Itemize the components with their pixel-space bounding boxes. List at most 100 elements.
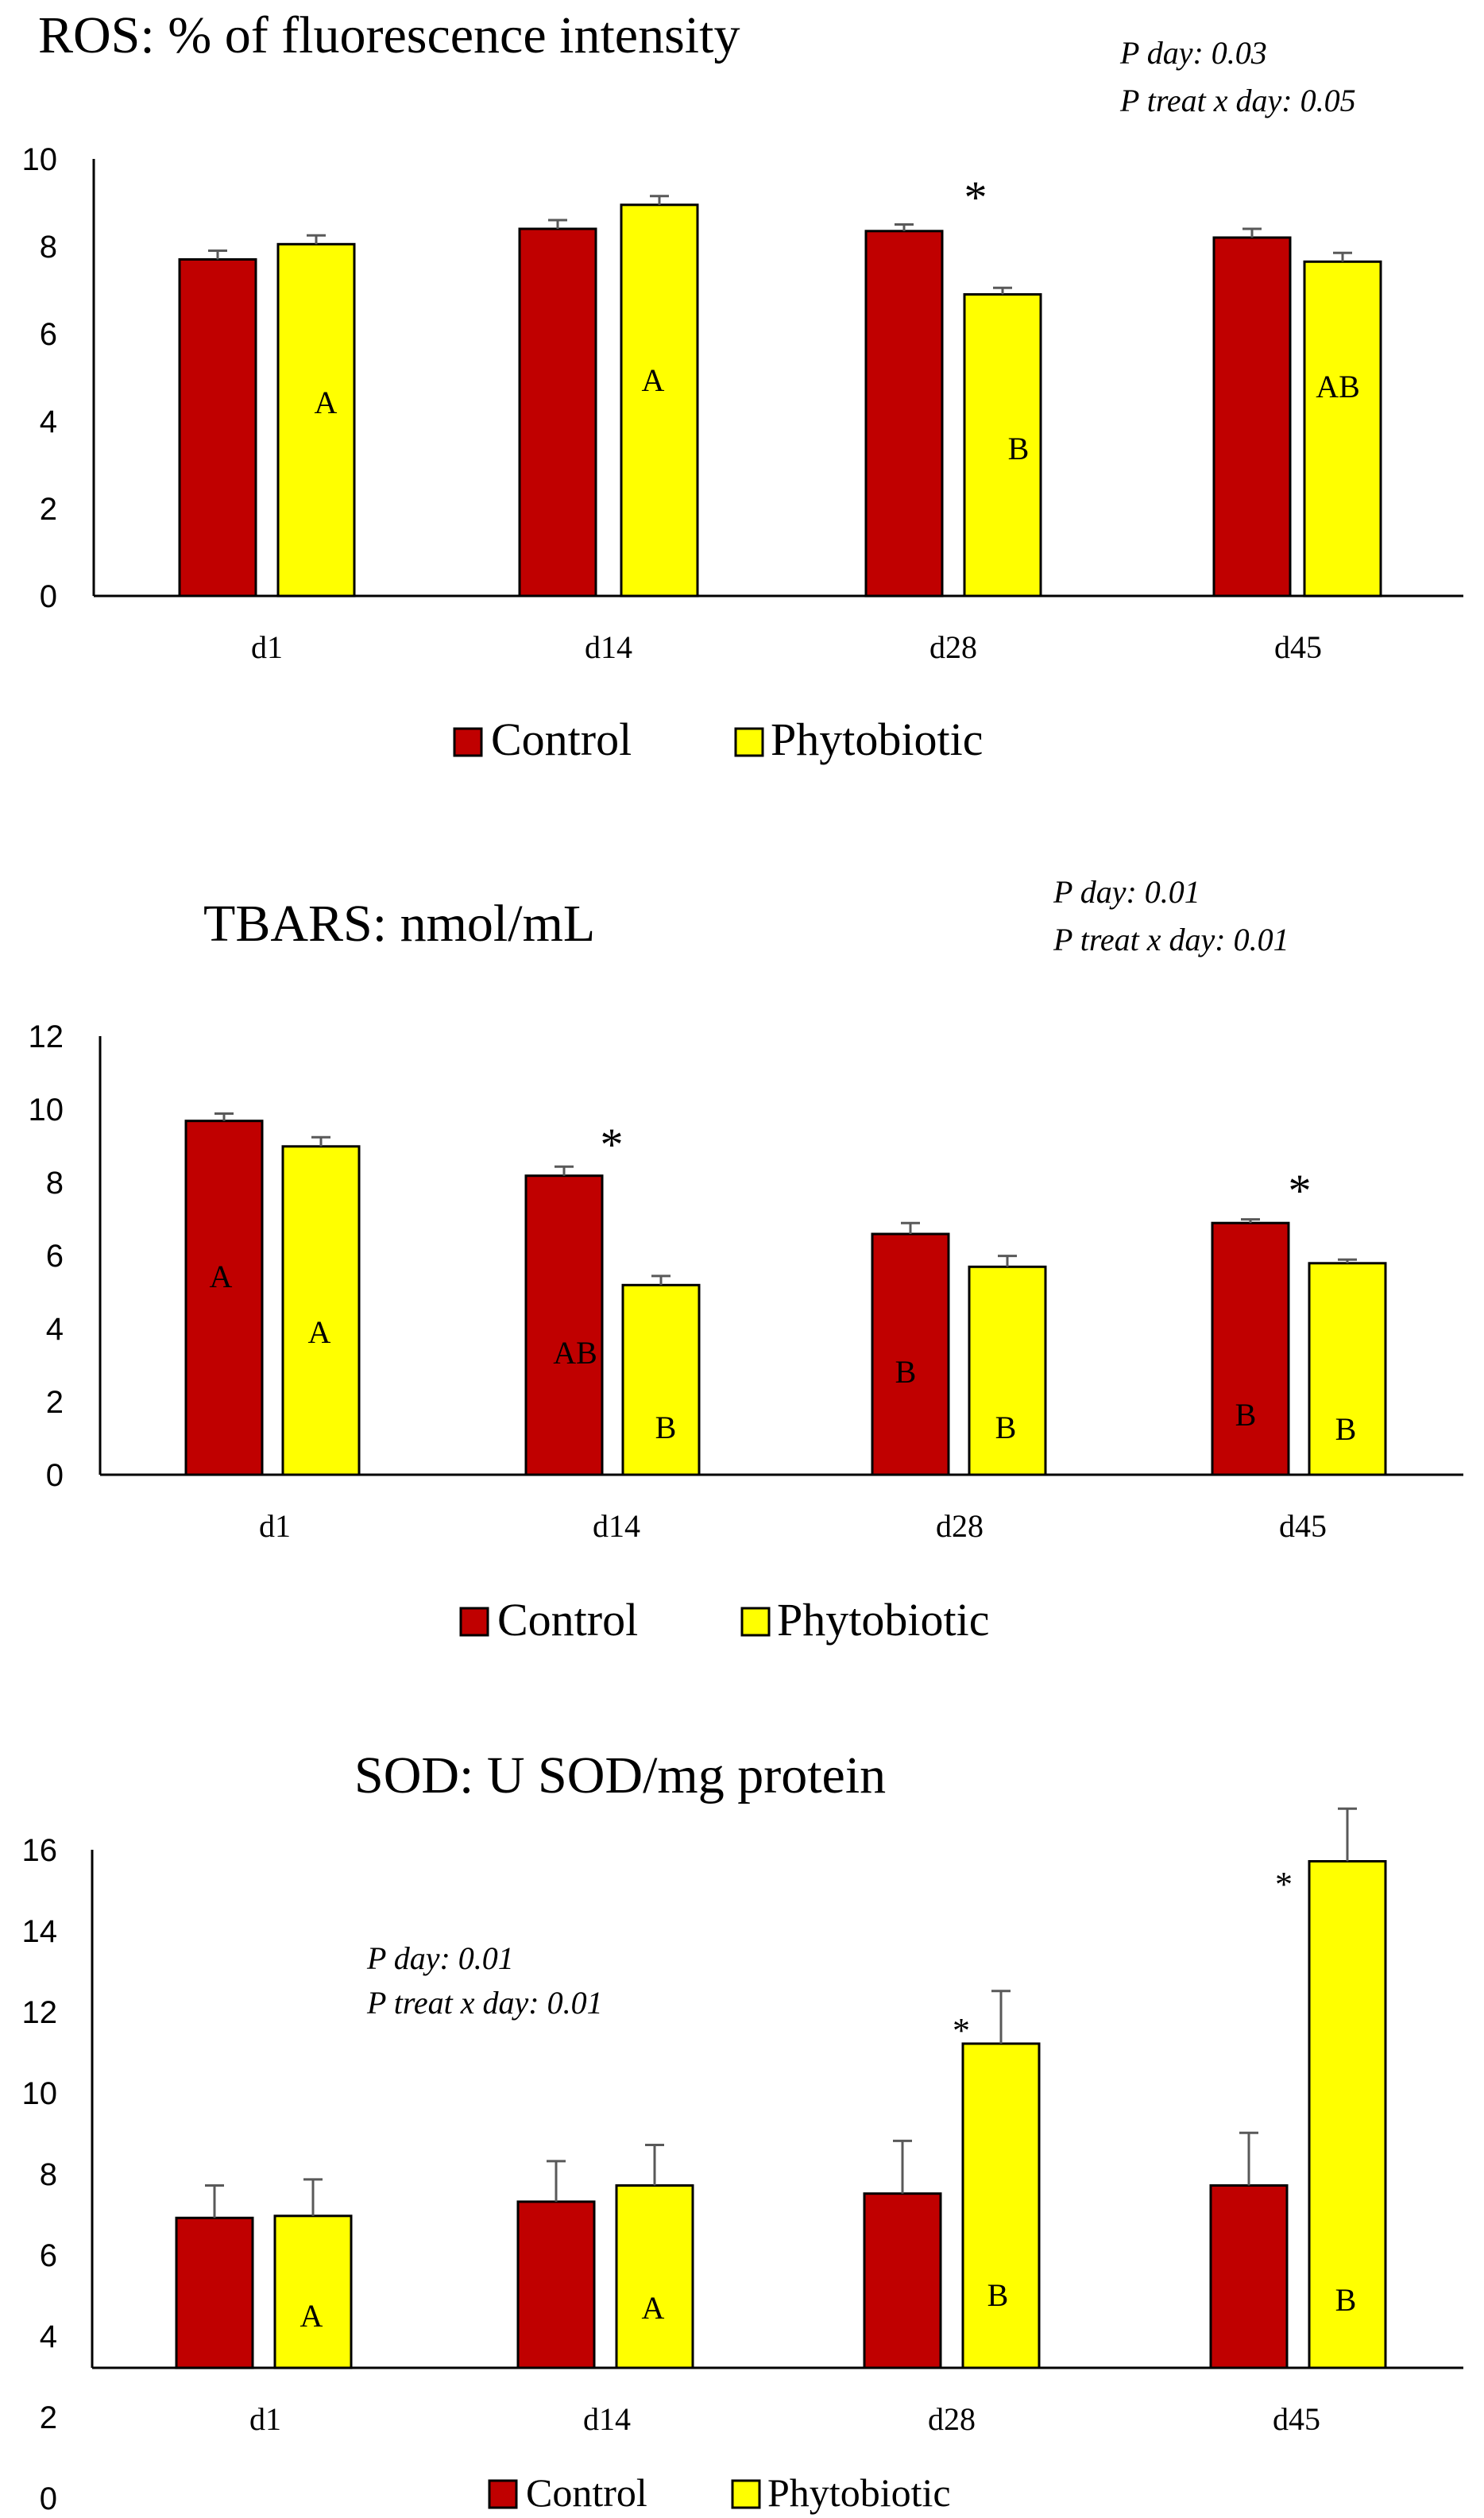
sod-label-phyto-d45: B xyxy=(1335,2282,1357,2318)
sod-plot: A A B * B * xyxy=(91,1807,1463,2369)
ros-bar-phyto-d14 xyxy=(620,203,699,598)
sod-label-phyto-d14: A xyxy=(642,2290,665,2326)
ros-bar-phyto-d28 xyxy=(963,293,1042,598)
ros-legend-control: Control xyxy=(491,714,632,765)
ros-bar-control-d28 xyxy=(864,230,944,598)
tbars-label-phyto-d28: B xyxy=(995,1410,1017,1445)
tbars-legend-phytobiotic: Phytobiotic xyxy=(777,1594,989,1646)
tbars-legend: Control Phytobiotic xyxy=(459,1594,989,1646)
ros-x-tick: d45 xyxy=(1274,629,1322,665)
tbars-label-phyto-d14: B xyxy=(655,1410,677,1445)
sod-y-tick: 6 xyxy=(40,2238,57,2273)
ros-y-tick: 0 xyxy=(40,579,57,614)
ros-label-phyto-d14: A xyxy=(642,362,665,398)
ros-legend-swatch-phytobiotic xyxy=(734,727,764,757)
sod-bar-phyto-d1 xyxy=(273,2214,353,2369)
tbars-asterisk-d45: * xyxy=(1289,1165,1312,1216)
tbars-p-day: P day: 0.01 xyxy=(1053,874,1200,910)
ros-bar-control-d14 xyxy=(518,227,597,598)
sod-y-tick: 10 xyxy=(22,2076,58,2111)
sod-x-tick: d1 xyxy=(249,2401,281,2437)
ros-bar-phyto-d1 xyxy=(276,242,356,598)
tbars-x-tick: d28 xyxy=(936,1508,984,1544)
sod-x-tick: d45 xyxy=(1273,2401,1320,2437)
tbars-bar-phyto-d1 xyxy=(281,1145,361,1476)
sod-y-tick: 8 xyxy=(40,2157,57,2192)
tbars-x-ticks: d1 d14 d28 d45 xyxy=(259,1508,1327,1544)
tbars-bar-phyto-d45 xyxy=(1308,1262,1387,1476)
sod-asterisk-d45: * xyxy=(1275,1865,1293,1904)
ros-bar-control-d1 xyxy=(178,258,257,598)
sod-p-day: P day: 0.01 xyxy=(366,1940,514,1976)
ros-panel: ROS: % of fluorescence intensity P day: … xyxy=(22,6,1463,765)
ros-p-interaction: P treat x day: 0.05 xyxy=(1119,83,1356,118)
ros-y-tick: 4 xyxy=(40,404,57,439)
sod-legend-swatch-phytobiotic xyxy=(731,2479,761,2509)
sod-legend-control: Control xyxy=(526,2470,647,2515)
sod-asterisk-d28: * xyxy=(953,2011,970,2050)
ros-x-ticks: d1 d14 d28 d45 xyxy=(251,629,1322,665)
tbars-label-control-d14: AB xyxy=(553,1335,597,1371)
tbars-x-tick: d45 xyxy=(1279,1508,1327,1544)
tbars-y-tick: 6 xyxy=(46,1239,64,1274)
ros-x-tick: d14 xyxy=(585,629,632,665)
tbars-y-tick: 8 xyxy=(46,1166,64,1201)
sod-bar-control-d1 xyxy=(175,2216,254,2369)
tbars-legend-swatch-control xyxy=(459,1607,489,1637)
tbars-plot: A A AB B * B B xyxy=(99,1036,1463,1476)
ros-title: ROS: % of fluorescence intensity xyxy=(38,6,740,64)
ros-legend: Control Phytobiotic xyxy=(453,714,983,765)
sod-bar-control-d14 xyxy=(516,2200,596,2369)
ros-label-phyto-d28: B xyxy=(1008,431,1030,466)
sod-x-tick: d14 xyxy=(583,2401,631,2437)
sod-bar-phyto-d14 xyxy=(615,2184,694,2369)
ros-bar-phyto-d45 xyxy=(1303,260,1382,598)
ros-label-phyto-d45: AB xyxy=(1316,369,1360,404)
tbars-label-phyto-d45: B xyxy=(1335,1411,1357,1447)
tbars-bar-control-d1 xyxy=(184,1120,264,1476)
ros-legend-phytobiotic: Phytobiotic xyxy=(771,714,983,765)
ros-x-tick: d1 xyxy=(251,629,283,665)
sod-bar-control-d45 xyxy=(1209,2184,1289,2369)
tbars-y-tick: 10 xyxy=(29,1093,64,1127)
ros-asterisk-d28: * xyxy=(964,172,987,223)
tbars-label-phyto-d1: A xyxy=(308,1314,331,1350)
sod-y-tick: 12 xyxy=(22,1995,58,2030)
tbars-asterisk-d14: * xyxy=(601,1119,624,1170)
ros-y-tick: 6 xyxy=(40,317,57,352)
tbars-y-tick: 2 xyxy=(46,1385,64,1420)
sod-x-tick: d28 xyxy=(928,2401,976,2437)
sod-legend-phytobiotic: Phytobiotic xyxy=(767,2470,951,2515)
sod-y-tick: 16 xyxy=(22,1833,58,1868)
sod-label-phyto-d1: A xyxy=(300,2298,323,2334)
tbars-legend-control: Control xyxy=(497,1594,638,1646)
sod-label-phyto-d28: B xyxy=(987,2277,1009,2313)
sod-legend-swatch-control xyxy=(488,2479,518,2509)
tbars-bar-control-d14 xyxy=(524,1174,604,1476)
tbars-y-tick: 0 xyxy=(46,1458,64,1493)
tbars-p-interaction: P treat x day: 0.01 xyxy=(1053,922,1289,957)
tbars-legend-swatch-phytobiotic xyxy=(740,1607,771,1637)
tbars-y-ticks: 12 10 8 6 4 2 0 xyxy=(29,1019,64,1493)
ros-plot: A A B * AB xyxy=(92,159,1463,598)
ros-label-phyto-d1: A xyxy=(315,385,338,420)
tbars-bar-control-d45 xyxy=(1211,1221,1290,1476)
sod-p-interaction: P treat x day: 0.01 xyxy=(366,1985,603,2021)
tbars-bar-phyto-d14 xyxy=(621,1283,701,1476)
sod-y-ticks: 16 14 12 10 8 6 4 2 0 xyxy=(22,1833,58,2516)
sod-y-tick: 14 xyxy=(22,1914,58,1949)
tbars-x-tick: d14 xyxy=(593,1508,640,1544)
tbars-label-control-d45: B xyxy=(1235,1397,1257,1433)
tbars-label-control-d28: B xyxy=(895,1354,917,1390)
sod-y-tick: 2 xyxy=(40,2400,57,2435)
sod-y-tick: 0 xyxy=(40,2481,57,2516)
ros-y-tick: 2 xyxy=(40,492,57,527)
tbars-bar-control-d28 xyxy=(871,1232,950,1476)
ros-y-ticks: 10 8 6 4 2 0 xyxy=(22,142,58,614)
ros-x-tick: d28 xyxy=(929,629,977,665)
sod-legend: Control Phytobiotic xyxy=(488,2470,951,2515)
tbars-x-tick: d1 xyxy=(259,1508,291,1544)
ros-p-day: P day: 0.03 xyxy=(1119,35,1267,71)
sod-x-ticks: d1 d14 d28 d45 xyxy=(249,2401,1320,2437)
sod-bar-control-d28 xyxy=(863,2192,942,2369)
